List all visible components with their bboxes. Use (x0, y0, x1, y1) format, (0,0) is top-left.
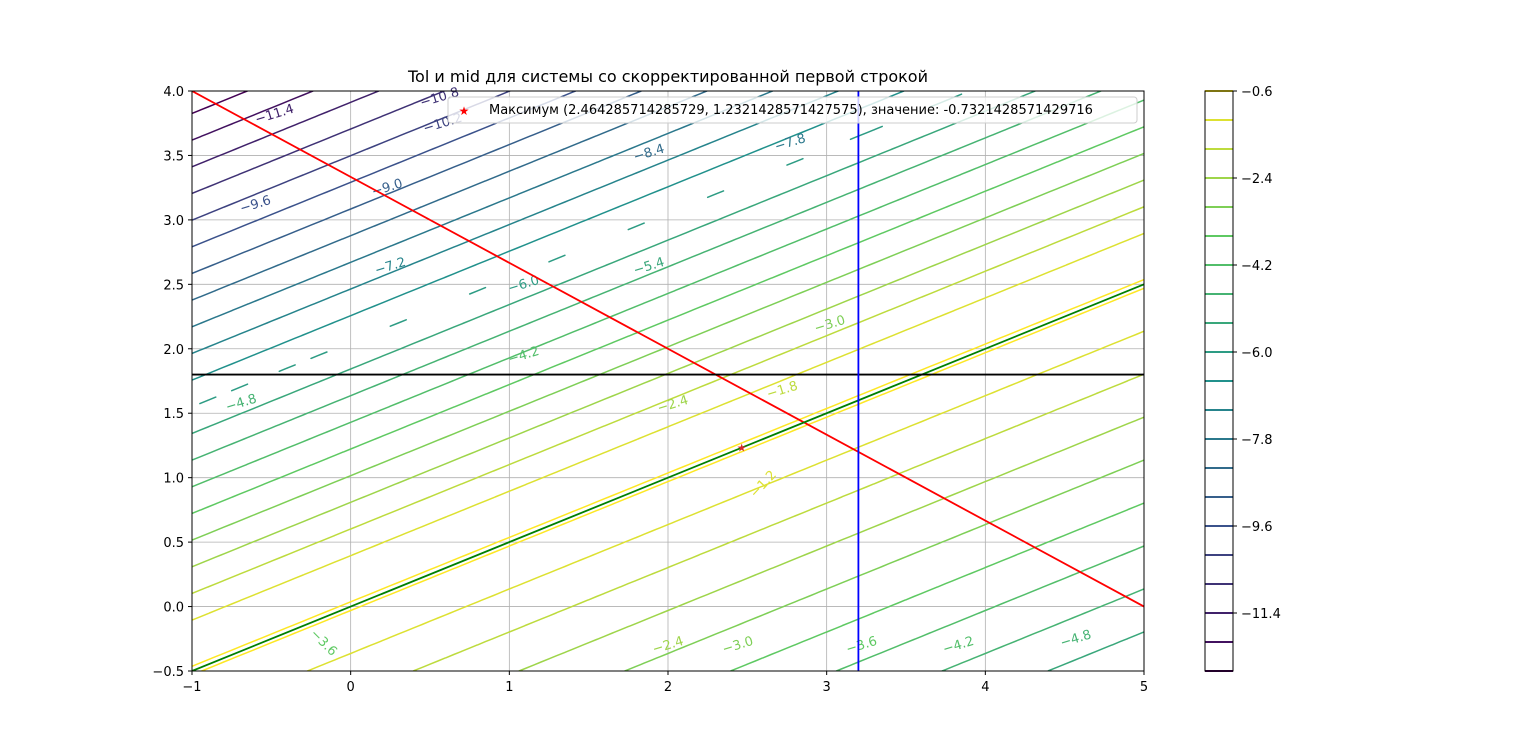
x-tick-label: 4 (981, 680, 989, 695)
legend-entry: Максимум (2.464285714285729, 1.232142857… (489, 103, 1093, 118)
maximum-marker-layer: ★ (737, 442, 747, 455)
y-tick-label: 1.5 (163, 407, 184, 422)
contour-line (192, 91, 314, 141)
x-tick-label: 3 (823, 680, 831, 695)
colorbar-tick-label: −7.8 (1241, 433, 1273, 448)
contour-line (192, 99, 1144, 671)
y-tick-label: 2.0 (163, 343, 184, 358)
contour-line (192, 91, 380, 168)
axis-ticks: −1 0 1 2 3 4 5 −0.5 0.0 0.5 1.0 1.5 2.0 2.5 3.0 3.5 4.0 (152, 85, 1148, 695)
y-tick-label: 2.5 (163, 278, 184, 293)
colorbar-tick-label: −0.6 (1241, 85, 1273, 100)
colorbar-frame (1204, 90, 1234, 672)
y-tick-label: 0.0 (163, 601, 184, 616)
colorbar-tick-label: −6.0 (1241, 346, 1273, 361)
y-tick-label: 4.0 (163, 85, 184, 100)
colorbar-tick-label: −9.6 (1241, 520, 1273, 535)
x-tick-label: 5 (1140, 680, 1148, 695)
colorbar: −0.6 −2.4 −4.2 −6.0 −7.8 −9.6 −11.4 (1204, 85, 1281, 672)
colorbar-tick-label: −2.4 (1241, 172, 1273, 187)
x-tick-label: 2 (664, 680, 672, 695)
contour-line (192, 91, 445, 195)
contour-line (192, 278, 1144, 671)
legend-star-icon: ★ (459, 104, 470, 118)
legend: ★ Максимум (2.464285714285729, 1.2321428… (447, 96, 1138, 124)
y-tick-label: 3.5 (163, 149, 184, 164)
red-line (192, 91, 1144, 608)
x-tick-label: −1 (182, 680, 201, 695)
contour-line (192, 179, 1144, 671)
legend-box (447, 96, 1138, 124)
y-tick-label: 0.5 (163, 536, 184, 551)
contour-line (192, 232, 1144, 671)
colorbar-tick-label: −4.2 (1241, 259, 1273, 274)
contour-line (192, 91, 1144, 671)
y-tick-label: 3.0 (163, 214, 184, 229)
y-tick-label: 1.0 (163, 472, 184, 487)
green-line (192, 283, 1144, 671)
chart-title: Tol и mid для системы со скорректированн… (407, 67, 928, 86)
colorbar-tick-label: −11.4 (1241, 607, 1281, 622)
x-tick-label: 1 (505, 680, 513, 695)
contour-line (192, 152, 1144, 671)
maximum-point: ★ (737, 442, 747, 455)
y-tick-label: −0.5 (152, 665, 184, 680)
x-tick-label: 0 (347, 680, 355, 695)
overlay-lines (192, 91, 1144, 671)
